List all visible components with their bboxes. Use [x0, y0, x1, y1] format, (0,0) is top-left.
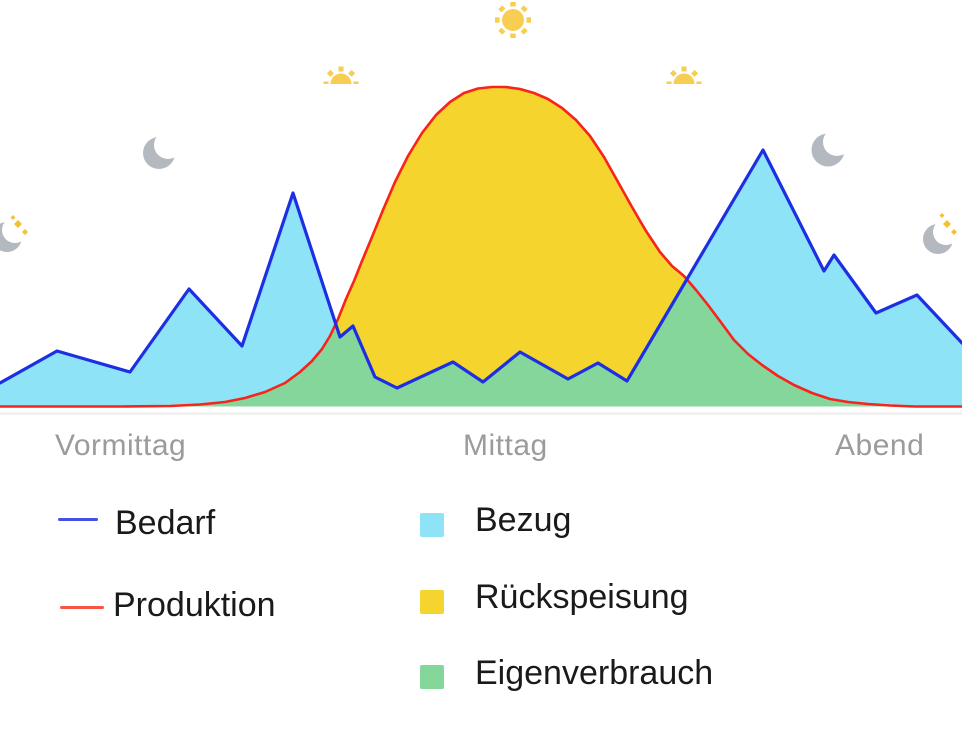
moon-icon-left — [143, 131, 182, 169]
axis-label-vormittag: Vormittag — [55, 429, 187, 462]
produktion-line-swatch — [60, 606, 104, 609]
area-eigenverbrauch — [0, 280, 962, 407]
bedarf-line — [0, 148, 962, 390]
bezug-area-swatch — [420, 513, 444, 537]
half-sun-icon-left — [323, 66, 359, 84]
half-sun-icon-right — [666, 66, 702, 84]
produktion-legend-label: Produktion — [113, 586, 276, 624]
produktion-line — [0, 85, 962, 408]
rueckspeisung-area-swatch — [420, 590, 444, 614]
bedarf-line-swatch — [58, 518, 98, 521]
moon-icon-right — [811, 128, 851, 167]
sun-icon — [495, 2, 531, 38]
eigenverbrauch-area-swatch — [420, 665, 444, 689]
moon-stars-icon-right — [923, 213, 959, 254]
bedarf-legend-label: Bedarf — [115, 504, 216, 542]
axis-label-mittag: Mittag — [463, 429, 548, 462]
axis-label-abend: Abend — [835, 429, 925, 462]
eigenverbrauch-legend-label: Eigenverbrauch — [475, 654, 714, 692]
moon-stars-icon-left — [0, 215, 28, 252]
rueckspeisung-legend-label: Rückspeisung — [475, 578, 689, 616]
bezug-legend-label: Bezug — [475, 501, 572, 539]
